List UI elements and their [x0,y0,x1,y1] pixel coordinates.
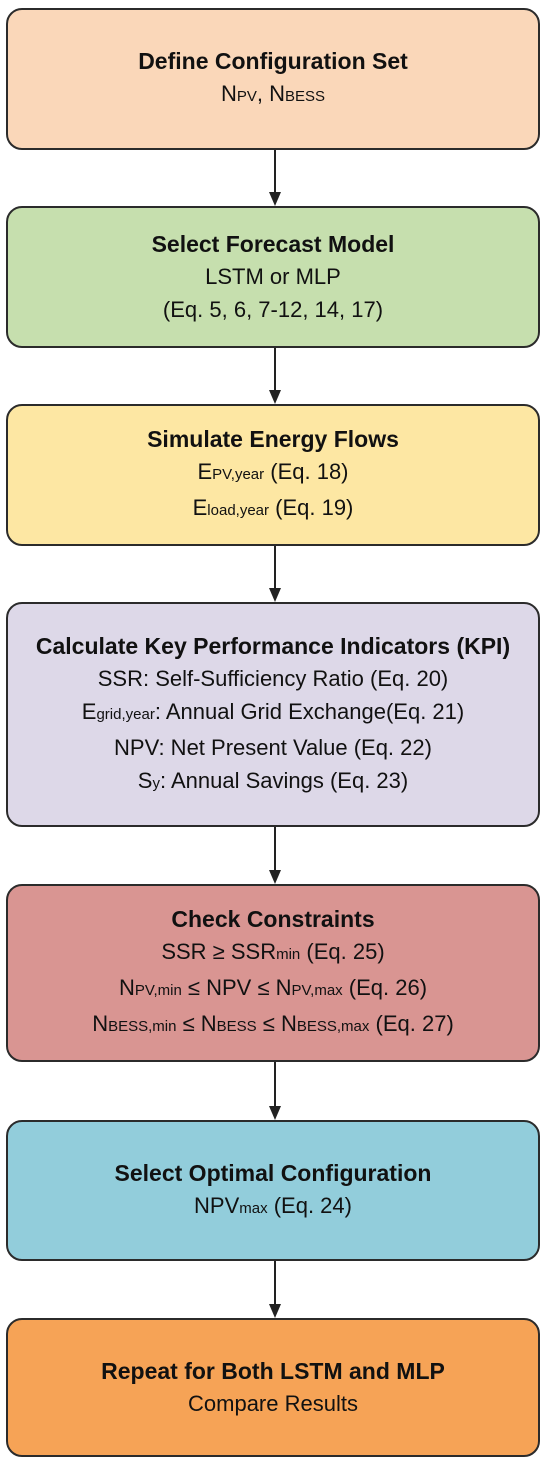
subscript-text: load,year [207,502,270,519]
subscript-text: y [152,774,160,792]
subscript-text: BESS [285,88,326,105]
detail-text: (Eq. 24) [267,1192,352,1218]
step-title: Select Optimal Configuration [114,1159,432,1186]
step-title: Simulate Energy Flows [147,426,399,452]
step-detail-line: Sy: Annual Savings (Eq. 23) [138,764,408,800]
subscript-text: BESS,max [296,1018,370,1035]
step-box-1: Define Configuration Set NPV, NBESS [6,8,540,150]
step-detail-line: NPV: Net Present Value (Eq. 22) [114,731,432,764]
step-box-7: Repeat for Both LSTM and MLP Compare Resu… [6,1318,540,1457]
detail-text: (Eq. 27) [369,1011,454,1036]
step-title: Define Configuration Set [138,48,408,74]
step-detail-line: NPVmax (Eq. 24) [194,1189,352,1225]
detail-text: E [197,459,213,484]
detail-text: SSR: Self-Sufficiency Ratio (Eq. 20) [97,665,449,691]
step-detail-line: SSR ≥ SSRmin (Eq. 25) [161,935,384,971]
detail-text: (Eq. 18) [264,459,349,484]
step-detail-line: LSTM or MLP [205,260,341,293]
step-box-4: Calculate Key Performance Indicators (KP… [6,602,540,827]
detail-text: , N [256,81,285,106]
arrow-down-icon [269,546,281,602]
detail-text: : Annual Grid Exchange(Eq. 21) [154,698,465,724]
detail-text: (Eq. 25) [300,939,385,964]
step-box-3: Simulate Energy Flows EPV,year (Eq. 18) El… [6,404,540,546]
detail-text: (Eq. 19) [269,495,354,520]
detail-text: SSR ≥ SSR [161,939,277,964]
arrow-down-icon [269,348,281,404]
detail-text: S [137,767,153,793]
step-detail-line: NPV,min ≤ NPV ≤ NPV,max (Eq. 26) [119,971,427,1007]
arrow-down-icon [269,150,281,206]
subscript-text: PV [236,88,257,105]
step-title: Check Constraints [171,906,375,932]
detail-text: Compare Results [188,1391,358,1416]
detail-text: E [81,698,97,724]
detail-text: (Eq. 5, 6, 7-12, 14, 17) [162,297,384,322]
step-detail-line: Egrid,year: Annual Grid Exchange(Eq. 21) [82,695,464,731]
detail-text: N [118,975,135,1000]
arrow-down-icon [269,827,281,884]
detail-text: NPV [194,1192,240,1218]
step-box-6: Select Optimal Configuration NPVmax (Eq. … [6,1120,540,1261]
subscript-text: PV,year [212,466,265,483]
step-detail-line: (Eq. 5, 6, 7-12, 14, 17) [163,293,383,326]
step-detail-line: SSR: Self-Sufficiency Ratio (Eq. 20) [98,662,449,695]
step-detail-line: EPV,year (Eq. 18) [197,455,348,491]
step-title: Calculate Key Performance Indicators (KP… [35,632,511,659]
step-detail-line: NPV, NBESS [221,77,325,113]
subscript-text: max [239,1199,268,1217]
detail-text: ≤ N [256,1011,297,1036]
step-detail-line: Eload,year (Eq. 19) [193,491,354,527]
step-title: Repeat for Both LSTM and MLP [101,1358,445,1384]
detail-text: (Eq. 26) [342,975,428,1000]
step-detail-line: Compare Results [188,1387,358,1420]
detail-text: LSTM or MLP [205,264,341,289]
subscript-text: PV,max [291,982,343,999]
subscript-text: PV,min [134,982,182,999]
subscript-text: BESS,min [108,1018,177,1035]
step-title: Select Forecast Model [151,231,395,257]
detail-text: NPV: Net Present Value (Eq. 22) [114,734,432,760]
step-detail-line: NBESS,min ≤ NBESS ≤ NBESS,max (Eq. 27) [92,1007,454,1043]
subscript-text: BESS [216,1018,257,1035]
step-box-2: Select Forecast Model LSTM or MLP (Eq. 5, … [6,206,540,348]
step-box-5: Check Constraints SSR ≥ SSRmin (Eq. 25) NP… [6,884,540,1062]
detail-text: ≤ N [176,1011,217,1036]
arrow-down-icon [269,1062,281,1120]
subscript-text: grid,year [96,705,155,723]
detail-text: N [220,81,237,106]
detail-text: ≤ NPV ≤ N [181,975,292,1000]
detail-text: : Annual Savings (Eq. 23) [159,767,409,793]
arrow-down-icon [269,1261,281,1318]
detail-text: E [192,495,208,520]
detail-text: N [92,1011,109,1036]
subscript-text: min [276,946,301,963]
